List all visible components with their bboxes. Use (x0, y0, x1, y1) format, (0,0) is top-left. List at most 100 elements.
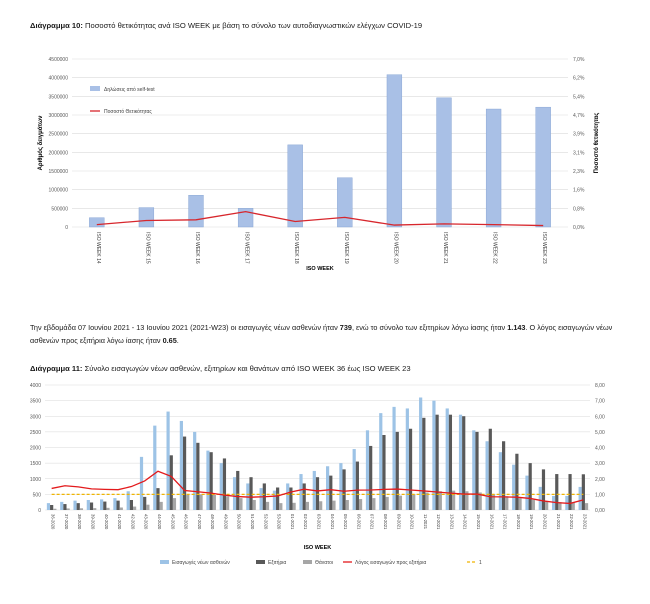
y2-tick-label: 1,6% (573, 188, 585, 194)
bar-discharges (209, 452, 213, 510)
bar-admissions (100, 499, 104, 510)
legend-label-bars: Δηλώσεις από self-test (104, 86, 155, 93)
x-tick-label: 06-2021 (356, 514, 361, 530)
chart-caption-10: Διάγραμμα 10: Ποσοστό θετικότητας ανά IS… (30, 21, 422, 30)
y2-tick-label: 0,00 (595, 508, 605, 514)
bar-discharges (169, 455, 173, 510)
ratio-line (51, 470, 584, 505)
positivity-chart: 0 500000 1000000 1500000 2000000 2500000 30000… (38, 57, 600, 272)
bar-discharges (422, 417, 426, 510)
y-tick-label: 2000 (30, 446, 41, 452)
bar-admissions (272, 490, 277, 510)
summary-paragraph: Την εβδομάδα 07 Ιουνίου 2021 - 13 Ιουνίο… (30, 321, 630, 347)
bar-discharges (515, 453, 519, 510)
bar-discharges (342, 469, 346, 510)
bar-admissions (153, 425, 157, 510)
bar-deaths (66, 508, 70, 510)
bar-deaths (465, 491, 469, 510)
bar-admissions (392, 406, 396, 510)
bar-deaths (186, 495, 190, 510)
bar-discharges (236, 470, 240, 510)
y-tick-label: 1500000 (49, 169, 69, 175)
x-tick-label: 44-2020 (157, 514, 162, 530)
bar-self-test (138, 207, 155, 228)
y-tick-label: 0 (38, 508, 41, 514)
bar-deaths (531, 499, 535, 510)
x-tick-label: 23-2021 (582, 514, 587, 530)
bar-deaths (239, 498, 243, 510)
y2-tick-label: 7,00 (595, 399, 605, 405)
bar-admissions (60, 501, 64, 510)
y-tick-label: 500000 (51, 206, 68, 212)
y2-tick-label: 6,00 (595, 414, 605, 420)
x-tick-label: 47-2020 (197, 514, 202, 530)
bar-admissions (419, 397, 423, 510)
y-tick-label: 1000 (30, 477, 41, 483)
bar-discharges (528, 463, 532, 510)
bar-admissions (405, 408, 409, 510)
bar-deaths (558, 502, 562, 510)
x-tick-label: 52-2020 (263, 514, 268, 530)
bar-admissions (259, 488, 263, 510)
x-tick-label: 02-2021 (303, 514, 308, 530)
bar-discharges (395, 431, 399, 510)
y-tick-label: 4500000 (49, 57, 69, 63)
x-tick-label: 15-2021 (476, 514, 481, 530)
x-tick-label: ISO WEEK 18 (293, 232, 299, 264)
x-tick-label: 21-2021 (556, 514, 561, 530)
bar-self-test (89, 217, 105, 228)
bar-deaths (425, 492, 429, 510)
bar-admissions (339, 463, 343, 510)
bar-self-test (337, 177, 353, 228)
y2-tick-label: 7,0% (573, 57, 585, 63)
admissions-value: 739 (339, 323, 352, 332)
x-tick-label: ISO WEEK 16 (194, 232, 200, 264)
bar-admissions (46, 503, 51, 510)
bar-admissions (445, 408, 449, 510)
bar-deaths (106, 507, 110, 510)
x-tick-label: ISO WEEK 15 (144, 232, 150, 264)
bar-deaths (571, 502, 575, 510)
y2-tick-label: 3,1% (573, 150, 585, 156)
bar-admissions (525, 475, 529, 510)
y-tick-label: 0 (65, 225, 68, 231)
x-tick-label: 46-2020 (184, 514, 189, 530)
x-tick-label: 50-2020 (237, 514, 242, 530)
x-tick-label: 37-2020 (64, 514, 69, 530)
bar-admissions (166, 411, 170, 510)
y-tick-label: 1500 (30, 461, 41, 467)
y2-tick-label: 5,00 (595, 430, 605, 436)
bar-deaths (53, 508, 57, 510)
caption-label: Διάγραμμα 11: (30, 364, 83, 373)
x-tick-label: 03-2021 (317, 514, 322, 530)
bar-discharges (581, 474, 585, 510)
bar-discharges (475, 431, 479, 510)
y-tick-label: 4000 (30, 383, 41, 389)
bar-admissions (179, 420, 183, 510)
bar-discharges (302, 483, 306, 510)
discharges-value: 1.143 (507, 323, 526, 332)
x-tick-label: ISO WEEK 17 (244, 232, 250, 264)
bar-discharges (488, 428, 492, 510)
bar-deaths (212, 495, 216, 510)
bar-admissions (326, 466, 330, 510)
paragraph-text: , ενώ το σύνολο των εξιτηρίων λόγω ίασης… (351, 323, 508, 332)
x-tick-label: 49-2020 (223, 514, 228, 530)
bar-deaths (279, 503, 283, 510)
bar-deaths (226, 496, 230, 510)
chart-caption-11: Διάγραμμα 11: Σύνολο εισαγωγών νέων ασθε… (30, 364, 411, 373)
legend-swatch (303, 560, 312, 564)
bar-admissions (219, 463, 223, 510)
bar-discharges (182, 436, 187, 510)
bar-discharges (156, 488, 160, 510)
bar-discharges (355, 461, 359, 510)
bar-discharges (315, 477, 320, 510)
bar-admissions (193, 431, 197, 510)
bar-discharges (408, 428, 413, 510)
legend-swatch (256, 560, 265, 564)
caption-text: Ποσοστό θετικότητας ανά ISO WEEK με βάση… (82, 21, 423, 30)
legend-swatch-bars (90, 86, 100, 91)
bar-admissions (578, 486, 582, 510)
x-tick-label: 53-2020 (277, 514, 282, 530)
bar-deaths (146, 504, 150, 510)
